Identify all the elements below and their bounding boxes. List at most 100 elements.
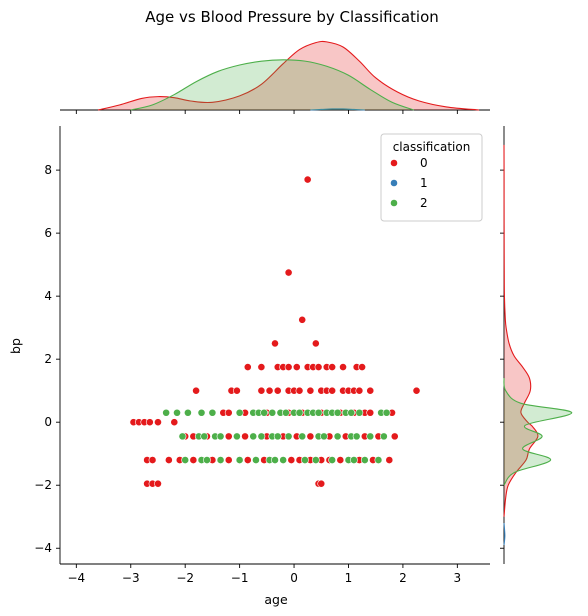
scatter-point-class-2 — [162, 408, 171, 417]
scatter-point-class-2 — [208, 408, 217, 417]
scatter-point-class-2 — [235, 456, 244, 464]
x-tick-label: −4 — [67, 571, 85, 585]
top-kde-fill-class-0 — [98, 41, 480, 110]
legend: classification 0 1 2 — [380, 133, 483, 222]
scatter-point-class-0 — [257, 386, 266, 395]
scatter-point-class-0 — [243, 363, 252, 371]
axis-spines — [59, 126, 490, 565]
scatter-point-class-0 — [164, 456, 173, 464]
y-tick-label: 8 — [44, 163, 52, 177]
scatter-point-class-2 — [173, 408, 181, 417]
scatter-point-class-0 — [257, 363, 266, 371]
x-tick-label: 0 — [290, 571, 298, 585]
scatter-point-class-0 — [145, 418, 154, 427]
scatter-point-class-0 — [273, 386, 282, 395]
scatter-point-class-2 — [374, 456, 383, 464]
legend-marker-class-2 — [390, 199, 398, 207]
scatter-point-class-0 — [311, 339, 320, 348]
scatter-point-class-2 — [232, 432, 241, 441]
scatter-point-class-2 — [197, 408, 206, 417]
scatter-point-class-0 — [336, 456, 345, 464]
scatter-point-class-2 — [281, 408, 290, 417]
y-tick-label: 4 — [44, 289, 52, 303]
scatter-point-class-2 — [216, 432, 225, 441]
scatter-point-class-2 — [333, 408, 342, 417]
scatter-point-class-0 — [241, 432, 249, 441]
x-tick-label: −2 — [176, 571, 194, 585]
y-axis-label: bp — [8, 338, 23, 354]
scatter-point-class-2 — [273, 432, 282, 441]
right-kde-line-class-1 — [503, 522, 506, 546]
scatter-point-class-0 — [303, 175, 312, 184]
scatter-point-class-0 — [339, 363, 347, 371]
scatter-point-class-0 — [328, 386, 337, 395]
right-kde-line-class-2 — [503, 378, 573, 486]
scatter-point-class-0 — [306, 386, 315, 395]
legend-frame — [380, 133, 483, 222]
scatter-point-class-2 — [216, 456, 225, 464]
scatter-point-class-2 — [178, 432, 187, 441]
scatter-point-class-0 — [328, 363, 337, 371]
scatter-point-class-2 — [249, 432, 258, 441]
scatter-point-class-2 — [184, 408, 192, 417]
scatter-point-class-2 — [295, 408, 304, 417]
scatter-point-class-0 — [224, 432, 233, 441]
scatter-point-class-2 — [360, 456, 369, 464]
scatter-point-class-0 — [154, 418, 162, 427]
scatter-point-class-0 — [355, 386, 364, 395]
legend-label-class-0: 0 — [420, 156, 428, 170]
scatter-point-class-0 — [192, 386, 200, 395]
scatter-points — [129, 175, 421, 488]
scatter-point-class-0 — [412, 386, 421, 395]
scatter-point-class-0 — [314, 363, 323, 371]
scatter-point-class-0 — [265, 386, 274, 395]
chart-title: Age vs Blood Pressure by Classification — [145, 8, 439, 26]
scatter-point-class-2 — [298, 432, 307, 441]
scatter-point-class-2 — [200, 432, 209, 441]
x-tick-label: 1 — [345, 571, 353, 585]
x-tick-label: 2 — [399, 571, 407, 585]
legend-label-class-1: 1 — [420, 176, 428, 190]
scatter-point-class-0 — [232, 386, 241, 395]
scatter-point-class-0 — [306, 432, 315, 441]
y-tick-label: 0 — [44, 415, 52, 429]
y-tick-label: −4 — [34, 541, 52, 555]
y-tick-label: 6 — [44, 226, 52, 240]
x-axis-ticks: −4 −3 −2 −1 0 1 2 3 — [67, 564, 461, 585]
scatter-point-class-0 — [271, 339, 279, 348]
scatter-point-class-0 — [390, 432, 399, 441]
top-kde-line-class-0 — [97, 40, 480, 111]
scatter-point-class-2 — [181, 456, 190, 464]
legend-title: classification — [393, 140, 471, 154]
top-kde-line-class-1 — [310, 108, 365, 111]
scatter-point-class-2 — [382, 408, 391, 417]
x-axis-label: age — [264, 592, 288, 607]
scatter-point-class-2 — [271, 456, 279, 464]
scatter-point-class-2 — [284, 432, 293, 441]
scatter-point-class-2 — [301, 456, 309, 464]
scatter-point-class-2 — [203, 456, 211, 464]
scatter-point-class-0 — [243, 456, 252, 464]
x-tick-label: 3 — [454, 571, 462, 585]
x-tick-label: −3 — [122, 571, 140, 585]
legend-label-class-2: 2 — [420, 196, 428, 210]
scatter-point-class-2 — [333, 432, 342, 441]
right-marginal-kde — [500, 126, 573, 564]
scatter-point-class-2 — [257, 432, 266, 441]
top-kde-line-class-2 — [130, 59, 414, 111]
scatter-point-class-2 — [320, 432, 328, 441]
scatter-axes: −4 −3 −2 −1 0 1 2 3 −4 −2 0 2 4 6 8 — [34, 126, 490, 585]
legend-marker-class-1 — [390, 179, 398, 187]
scatter-point-class-2 — [252, 456, 260, 464]
scatter-point-class-0 — [366, 408, 375, 417]
scatter-point-class-2 — [355, 408, 364, 417]
scatter-point-class-0 — [358, 363, 366, 371]
scatter-point-class-2 — [235, 408, 244, 417]
legend-marker-class-0 — [390, 159, 398, 167]
scatter-point-class-0 — [366, 386, 375, 395]
scatter-point-class-0 — [148, 456, 157, 464]
scatter-point-class-0 — [284, 363, 293, 371]
scatter-point-class-0 — [224, 408, 233, 417]
right-kde-fill-class-0 — [504, 144, 538, 517]
